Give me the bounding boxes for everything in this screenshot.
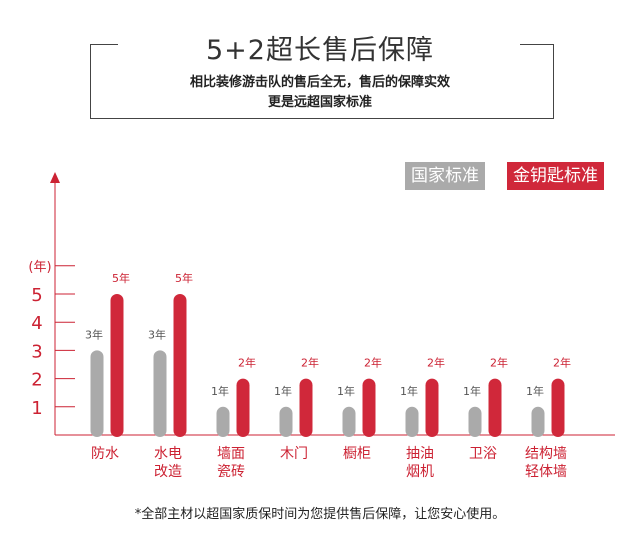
category-label-7-1: 轻体墙: [525, 464, 567, 480]
category-label-3-0: 木门: [280, 446, 308, 462]
y-tick-label-1: 1: [31, 398, 42, 419]
data-label-national-6: 1年: [463, 384, 481, 398]
bar-national-0: [90, 350, 104, 437]
bar-national-5: [405, 406, 419, 437]
bar-golden-key-5: [425, 378, 439, 437]
category-label-5-0: 抽油: [406, 446, 434, 462]
footnote: *全部主材以超国家质保时间为您提供售后保障，让您安心使用。: [134, 507, 506, 522]
legend-national: 国家标准: [405, 162, 485, 190]
data-label-golden-key-7: 2年: [553, 356, 571, 370]
category-label-6-0: 卫浴: [469, 446, 497, 462]
y-tick-label-4: 4: [31, 313, 42, 334]
bar-national-1: [153, 350, 167, 437]
category-label-7-0: 结构墙: [525, 446, 567, 462]
bar-golden-key-0: [110, 294, 124, 437]
legend-golden-key: 金钥匙标准: [507, 162, 604, 190]
subtitle-line-1: 相比装修游击队的售后全无，售后的保障实效: [189, 75, 450, 90]
subtitle-line-2: 更是远超国家标准: [267, 95, 372, 110]
data-label-national-0: 3年: [85, 327, 103, 341]
data-label-golden-key-3: 2年: [301, 356, 319, 370]
data-label-national-1: 3年: [148, 327, 166, 341]
bar-golden-key-6: [488, 378, 502, 437]
y-tick-label-2: 2: [31, 370, 42, 391]
y-tick-label-3: 3: [31, 341, 42, 362]
category-label-2-0: 墙面: [217, 446, 245, 462]
page-title: 5+2超长售后保障: [206, 35, 434, 66]
category-label-5-1: 烟机: [406, 464, 434, 480]
category-label-2-1: 瓷砖: [217, 464, 245, 480]
category-label-4-0: 橱柜: [343, 446, 371, 462]
category-label-1-1: 改造: [154, 464, 182, 480]
data-label-national-3: 1年: [274, 384, 292, 398]
bar-golden-key-4: [362, 378, 376, 437]
data-label-national-7: 1年: [526, 384, 544, 398]
y-tick-label-5: 5: [31, 285, 42, 306]
category-label-1-0: 水电: [154, 446, 182, 462]
bar-golden-key-7: [551, 378, 565, 437]
bar-national-2: [216, 406, 230, 437]
category-label-0-0: 防水: [91, 446, 119, 462]
data-label-golden-key-4: 2年: [364, 356, 382, 370]
data-label-golden-key-6: 2年: [490, 356, 508, 370]
data-label-golden-key-0: 5年: [112, 271, 130, 285]
bar-national-4: [342, 406, 356, 437]
bar-golden-key-1: [173, 294, 187, 437]
y-axis-arrow: [50, 172, 60, 183]
header-frame: [90, 44, 554, 119]
bar-national-3: [279, 406, 293, 437]
frame-top-left-line: [90, 44, 118, 45]
bar-golden-key-3: [299, 378, 313, 437]
data-label-national-4: 1年: [337, 384, 355, 398]
data-label-golden-key-2: 2年: [238, 356, 256, 370]
data-label-golden-key-1: 5年: [175, 271, 193, 285]
data-label-national-5: 1年: [400, 384, 418, 398]
bar-golden-key-2: [236, 378, 250, 437]
bar-national-6: [468, 406, 482, 437]
y-axis-unit-label: (年): [28, 260, 51, 275]
frame-top-right-line: [520, 44, 553, 45]
bar-national-7: [531, 406, 545, 437]
data-label-golden-key-5: 2年: [427, 356, 445, 370]
data-label-national-2: 1年: [211, 384, 229, 398]
